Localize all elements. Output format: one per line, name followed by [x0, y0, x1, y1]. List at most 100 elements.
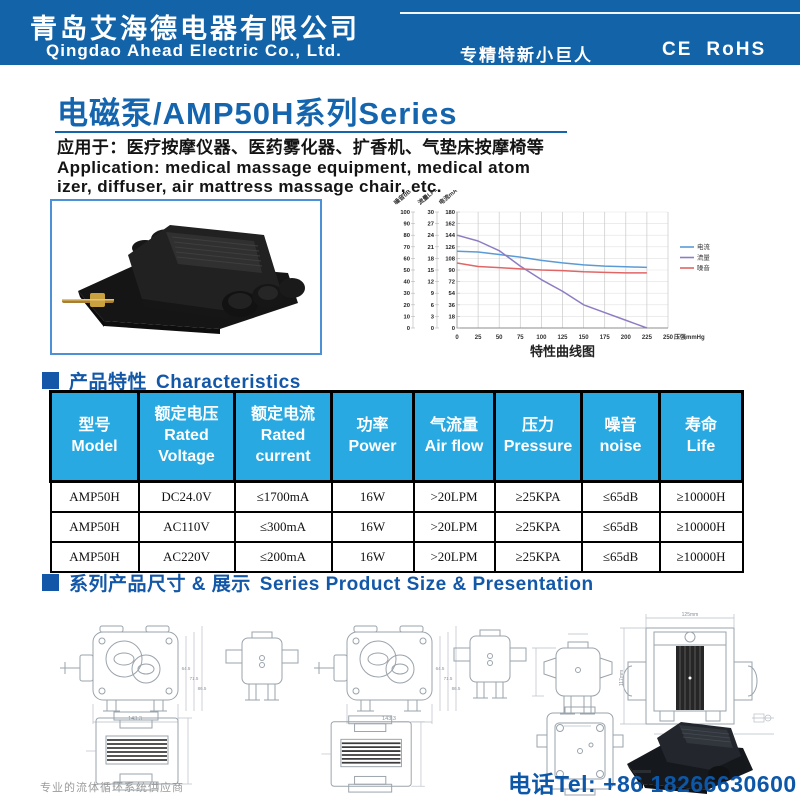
- cell-pressure: ≥25KPA: [493, 480, 583, 513]
- svg-text:86.5: 86.5: [198, 686, 207, 691]
- application-line-en2: izer, diffuser, air mattress massage cha…: [57, 177, 442, 196]
- cell-voltage: AC220V: [137, 541, 236, 573]
- certification-badges: CE RoHS: [662, 39, 780, 61]
- svg-text:36: 36: [449, 303, 456, 309]
- dimension-drawing-coil-side-view: [318, 712, 438, 795]
- size-section-heading: 系列产品尺寸 & 展示 Series Product Size & Present…: [42, 569, 594, 596]
- cell-voltage: DC24.0V: [137, 480, 236, 513]
- company-name-cn: 青岛艾海德电器有限公司: [30, 14, 360, 44]
- svg-text:80: 80: [404, 233, 410, 239]
- cell-power: 16W: [330, 541, 415, 573]
- svg-text:15: 15: [428, 268, 435, 274]
- svg-text:0: 0: [455, 335, 459, 341]
- svg-text:40: 40: [404, 280, 410, 286]
- column-header-pressure: 压力 Pressure: [493, 390, 583, 483]
- header-bar: 青岛艾海德电器有限公司 Qingdao Ahead Electric Co., …: [0, 0, 800, 65]
- dimension-drawing-coil-side-view: [84, 708, 204, 793]
- svg-text:100: 100: [400, 210, 410, 216]
- cell-pressure: ≥25KPA: [493, 511, 583, 543]
- size-heading-en: Series Product Size & Presentation: [259, 574, 594, 595]
- svg-text:90: 90: [404, 222, 410, 228]
- page-title: 电磁泵/AMP50H系列Series: [57, 96, 458, 131]
- svg-text:162: 162: [445, 222, 455, 228]
- size-heading-cn: 系列产品尺寸 & 展示: [69, 574, 251, 595]
- dimension-drawing-side-view: [528, 630, 623, 740]
- svg-text:86.5: 86.5: [452, 686, 461, 691]
- svg-text:125: 125: [557, 335, 568, 341]
- dimension-drawing-top-view: 143.3 64.5 71.5 86.5: [58, 616, 208, 734]
- cell-model: AMP50H: [49, 541, 140, 573]
- cell-life: ≥10000H: [658, 480, 744, 513]
- svg-text:100: 100: [536, 335, 547, 341]
- svg-text:3: 3: [431, 314, 435, 320]
- svg-text:0: 0: [407, 326, 410, 332]
- svg-text:150: 150: [579, 335, 590, 341]
- svg-text:12: 12: [428, 280, 434, 286]
- svg-text:64.5: 64.5: [436, 666, 445, 671]
- cell-current: ≤300mA: [233, 511, 333, 543]
- svg-text:60: 60: [404, 256, 410, 262]
- svg-text:9: 9: [431, 291, 435, 297]
- svg-text:250: 250: [663, 335, 674, 341]
- section-heading-cn: 产品特性: [69, 372, 148, 393]
- product-photo-frame: [50, 199, 322, 355]
- column-header-voltage: 额定电压 Rated Voltage: [137, 390, 236, 483]
- svg-text:30: 30: [404, 291, 410, 297]
- table-row: AMP50H AC220V ≤200mA 16W >20LPM ≥25KPA ≤…: [49, 541, 744, 573]
- section-heading-text: 系列产品尺寸 & 展示 Series Product Size & Present…: [69, 569, 594, 596]
- cell-model: AMP50H: [49, 480, 140, 513]
- svg-text:30: 30: [428, 210, 434, 216]
- cell-life: ≥10000H: [658, 511, 744, 543]
- cell-power: 16W: [330, 480, 415, 513]
- svg-text:25: 25: [475, 335, 482, 341]
- svg-text:225: 225: [642, 335, 653, 341]
- svg-text:噪音: 噪音: [697, 263, 710, 272]
- svg-text:流量LPM: 流量LPM: [416, 190, 440, 207]
- dimension-drawing-coil-view: 125mm 117mm 45.7mm: [616, 606, 792, 748]
- column-header-noise: 噪音 noise: [580, 390, 661, 483]
- svg-text:27: 27: [428, 222, 434, 228]
- svg-text:90: 90: [449, 268, 455, 274]
- svg-text:144: 144: [445, 233, 455, 239]
- svg-text:126: 126: [445, 245, 455, 251]
- ce-badge: CE: [662, 39, 693, 60]
- cell-power: 16W: [330, 511, 415, 543]
- svg-text:18: 18: [449, 314, 456, 320]
- svg-text:117mm: 117mm: [619, 670, 625, 686]
- cell-voltage: AC110V: [137, 511, 236, 543]
- section-bullet-icon: [42, 372, 59, 389]
- column-header-life: 寿命 Life: [658, 390, 744, 483]
- svg-text:50: 50: [496, 335, 503, 341]
- cell-current: ≤200mA: [233, 541, 333, 573]
- header-slogan: 专精特新小巨人: [460, 46, 593, 65]
- svg-text:75: 75: [517, 335, 524, 341]
- svg-text:0: 0: [452, 326, 455, 332]
- svg-text:特性曲线图: 特性曲线图: [530, 344, 595, 359]
- cell-pressure: ≥25KPA: [493, 541, 583, 573]
- cell-noise: ≤65dB: [580, 480, 661, 513]
- svg-text:180: 180: [445, 210, 455, 216]
- cell-airflow: >20LPM: [412, 511, 496, 543]
- footer-phone: 电话Tel: +86 18266630600: [508, 771, 797, 797]
- cell-life: ≥10000H: [658, 541, 744, 573]
- svg-text:72: 72: [449, 280, 455, 286]
- svg-text:压强mmHg: 压强mmHg: [674, 333, 705, 341]
- footer-tagline: 专业的流体循环系统供应商: [40, 782, 184, 794]
- svg-text:电流mA: 电流mA: [437, 190, 459, 207]
- svg-text:143.3: 143.3: [128, 716, 142, 722]
- performance-chart: 0 25 50 75 100 125 150 175 200 225 250 0 10 20 30 40 50 6…: [392, 185, 800, 365]
- svg-text:20: 20: [404, 303, 410, 309]
- svg-text:0: 0: [431, 326, 434, 332]
- cell-model: AMP50H: [49, 511, 140, 543]
- svg-text:70: 70: [404, 245, 410, 251]
- rohs-badge: RoHS: [706, 39, 767, 60]
- svg-text:电流: 电流: [697, 242, 710, 251]
- dimension-drawing-top-view: 143.3 64.5 71.5 86.5: [312, 616, 462, 734]
- svg-text:71.5: 71.5: [444, 676, 453, 681]
- svg-text:噪音dB: 噪音dB: [392, 190, 413, 207]
- application-line-cn: 应用于：医疗按摩仪器、医药雾化器、扩香机、气垫床按摩椅等: [57, 138, 545, 157]
- table-header-row: 型号 Model 额定电压 Rated Voltage 额定电流 Rated curr…: [49, 390, 744, 483]
- characteristic-curves-chart: 0 25 50 75 100 125 150 175 200 225 250010203040506…: [392, 185, 710, 359]
- svg-text:21: 21: [428, 245, 435, 251]
